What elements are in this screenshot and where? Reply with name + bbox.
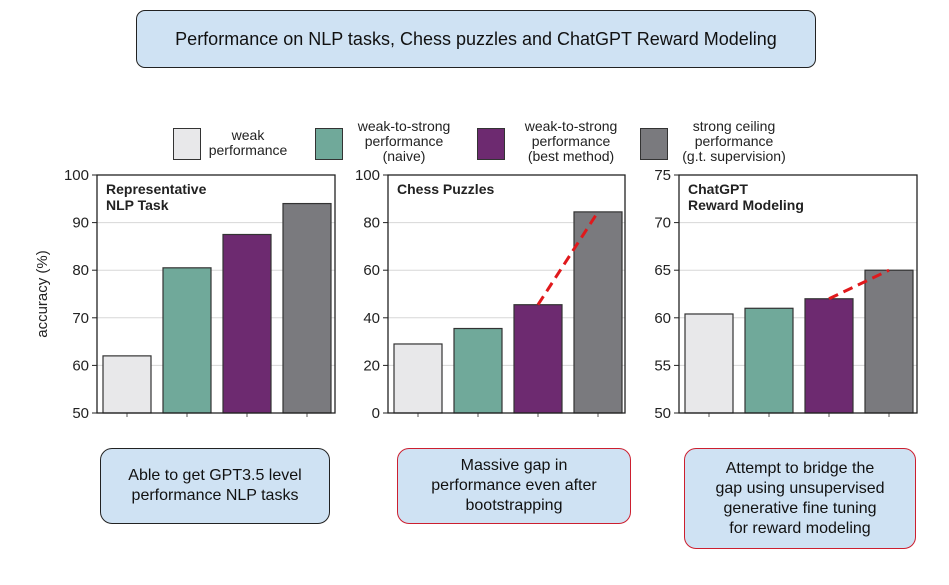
bar-ceiling	[282, 202, 332, 414]
bar-naive	[453, 327, 503, 414]
panel-title: ChatGPT	[688, 181, 748, 197]
bar-naive	[744, 307, 794, 414]
panel-title: Reward Modeling	[688, 197, 804, 213]
y-tick-label: 100	[355, 167, 380, 184]
legend-label-2: weak-to-strong performance (naive)	[357, 118, 451, 164]
panel-title: Representative	[106, 181, 207, 197]
legend-label-1: weak performance	[208, 127, 288, 158]
bar-best	[222, 233, 272, 414]
y-tick-label: 80	[72, 262, 89, 279]
note-box-1: Able to get GPT3.5 level performance NLP…	[100, 448, 330, 524]
y-tick-label: 50	[654, 405, 671, 422]
plot-frame	[678, 174, 918, 414]
panel-title: NLP Task	[106, 197, 169, 213]
y-tick-label: 70	[654, 215, 671, 232]
bar-ceiling	[864, 269, 914, 414]
bar-weak	[393, 343, 443, 414]
y-tick-label: 75	[654, 167, 671, 184]
gap-dashed-line	[536, 211, 600, 306]
bar-weak	[684, 313, 734, 414]
legend-swatch-1	[173, 128, 201, 160]
panel-title: Chess Puzzles	[397, 181, 494, 197]
y-tick-label: 0	[372, 405, 380, 422]
legend-label-4: strong ceiling performance (g.t. supervi…	[682, 118, 786, 164]
plot-frame	[96, 174, 336, 414]
figure-title: Performance on NLP tasks, Chess puzzles …	[136, 10, 816, 68]
note-box-3: Attempt to bridge the gap using unsuperv…	[684, 448, 916, 549]
y-tick-label: 60	[363, 262, 380, 279]
gap-dashed-line	[828, 268, 890, 301]
bar-best	[804, 298, 854, 414]
legend-label-3: weak-to-strong performance (best method)	[524, 118, 618, 164]
bar-naive	[162, 267, 212, 414]
y-axis-label: accuracy (%)	[34, 250, 51, 338]
note-box-2: Massive gap in performance even after bo…	[397, 448, 631, 524]
y-tick-label: 20	[363, 357, 380, 374]
bar-weak	[102, 355, 152, 414]
bar-best	[513, 304, 563, 414]
y-tick-label: 80	[363, 215, 380, 232]
y-tick-label: 90	[72, 215, 89, 232]
y-tick-label: 55	[654, 357, 671, 374]
legend-swatch-3	[477, 128, 505, 160]
bar-ceiling	[573, 211, 623, 414]
y-tick-label: 100	[64, 167, 89, 184]
y-tick-label: 70	[72, 310, 89, 327]
y-tick-label: 60	[72, 357, 89, 374]
plot-frame	[387, 174, 626, 414]
y-tick-label: 60	[654, 310, 671, 327]
y-tick-label: 50	[72, 405, 89, 422]
y-tick-label: 65	[654, 262, 671, 279]
legend-swatch-4	[640, 128, 668, 160]
y-tick-label: 40	[363, 310, 380, 327]
legend-swatch-2	[315, 128, 343, 160]
